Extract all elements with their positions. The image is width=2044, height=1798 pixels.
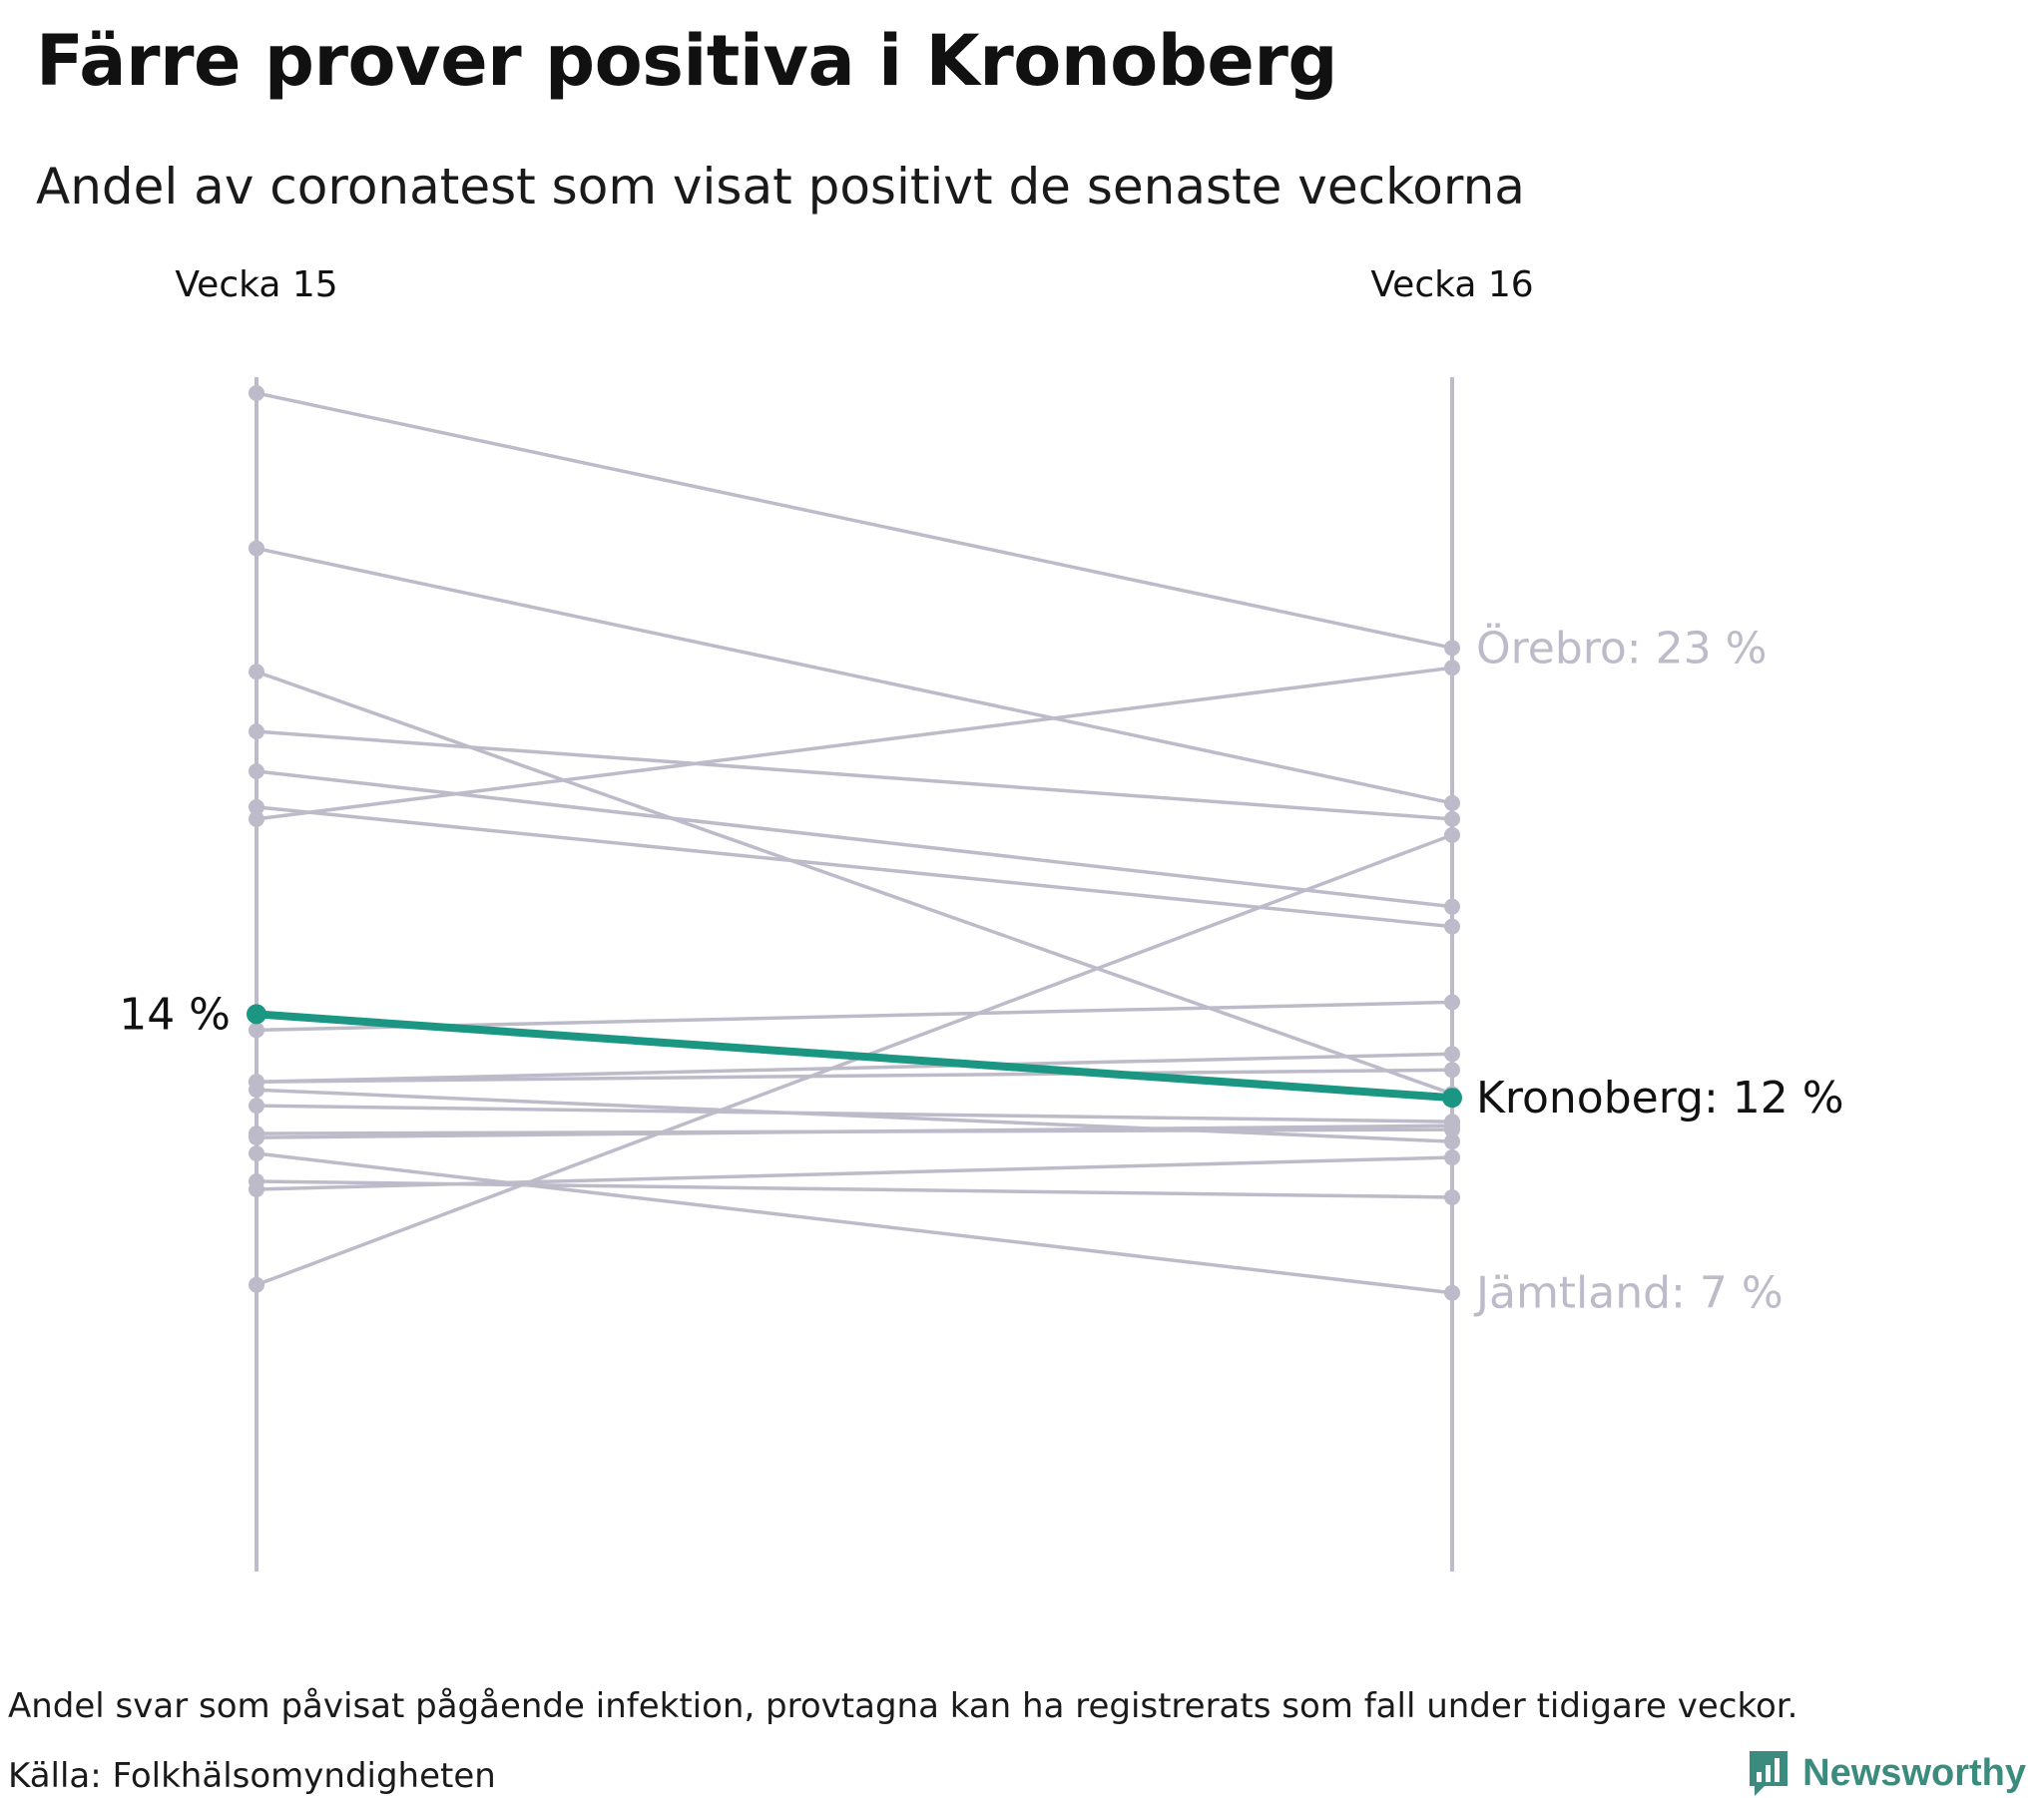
series-end-label: Jämtland: 7 % bbox=[1473, 1268, 1784, 1319]
series-point bbox=[1444, 1284, 1460, 1301]
series-line bbox=[256, 1052, 1453, 1084]
chart-title: Färre prover positiva i Kronoberg bbox=[36, 20, 1337, 102]
series-point bbox=[1444, 794, 1460, 811]
series-line bbox=[256, 546, 1453, 805]
series-line bbox=[256, 1151, 1453, 1295]
series-point bbox=[249, 798, 264, 815]
series-point bbox=[249, 1276, 264, 1293]
series-line bbox=[256, 1104, 1453, 1124]
series-line bbox=[256, 769, 1453, 909]
series-point bbox=[249, 1129, 264, 1146]
series-point bbox=[249, 1145, 264, 1162]
series-point bbox=[249, 540, 264, 557]
series-point bbox=[249, 384, 264, 401]
series-line bbox=[256, 1155, 1453, 1191]
series-point bbox=[249, 1098, 264, 1115]
series-point bbox=[249, 810, 264, 827]
series-point bbox=[1444, 1133, 1460, 1150]
column-label: Vecka 15 bbox=[175, 264, 337, 305]
series-point bbox=[249, 664, 264, 680]
highlight-point bbox=[1442, 1088, 1462, 1109]
series-point bbox=[1444, 1062, 1460, 1079]
series-line bbox=[256, 805, 1453, 929]
newsworthy-logo: Newsworthy bbox=[1747, 1748, 2026, 1798]
series-point bbox=[1444, 918, 1460, 935]
series-point bbox=[1444, 1188, 1460, 1205]
series-line bbox=[256, 670, 1453, 1096]
column-label: Vecka 16 bbox=[1370, 264, 1533, 305]
series-line bbox=[256, 1124, 1453, 1139]
highlight-point bbox=[247, 1004, 266, 1025]
series-line bbox=[256, 1068, 1453, 1084]
series-point bbox=[1444, 898, 1460, 915]
series-point bbox=[249, 723, 264, 740]
series-line bbox=[256, 666, 1453, 821]
brand-name: Newsworthy bbox=[1802, 1751, 2026, 1794]
series-point bbox=[249, 1180, 264, 1197]
highlight-line bbox=[256, 1010, 1453, 1103]
chart-note: Andel svar som påvisat pågående infektio… bbox=[8, 1686, 1798, 1726]
series-point bbox=[1444, 660, 1460, 676]
series-start-label: 14 % bbox=[119, 989, 231, 1040]
series-end-label: Kronoberg: 12 % bbox=[1476, 1073, 1844, 1124]
series-end-label: Örebro: 23 % bbox=[1476, 622, 1767, 674]
series-point bbox=[1444, 1046, 1460, 1063]
chart-source: Källa: Folkhälsomyndigheten bbox=[8, 1756, 496, 1796]
series-line bbox=[256, 391, 1453, 651]
series-line bbox=[256, 1088, 1453, 1143]
series-point bbox=[1444, 994, 1460, 1011]
series-point bbox=[249, 1022, 264, 1039]
chart-subtitle: Andel av coronatest som visat positivt d… bbox=[36, 158, 1525, 216]
series-point bbox=[1444, 826, 1460, 843]
bar-chart-icon bbox=[1750, 1751, 1788, 1796]
series-point bbox=[249, 1082, 264, 1099]
series-point bbox=[1444, 1149, 1460, 1166]
series-point bbox=[249, 763, 264, 780]
series-point bbox=[1444, 1118, 1460, 1134]
series-point bbox=[1444, 810, 1460, 827]
series-point bbox=[1444, 640, 1460, 657]
slope-chart: Vecka 15 Vecka 16 Örebro: 23 % Jämtland: 7 … bbox=[119, 264, 1844, 1572]
series-line bbox=[256, 729, 1453, 821]
